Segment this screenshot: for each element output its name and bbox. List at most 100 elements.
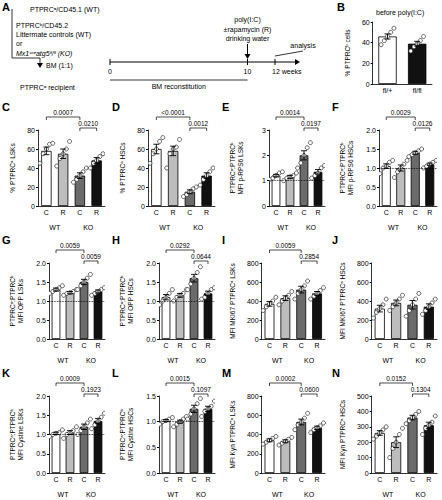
svg-text:% PTPRCᵃ LSKs: % PTPRCᵃ LSKs: [9, 143, 16, 193]
svg-text:MFI p-RPS6 HSCs: MFI p-RPS6 HSCs: [347, 140, 355, 195]
svg-text:C: C: [191, 342, 196, 349]
svg-text:PTPRCᵃ/CD45.1 (WT): PTPRCᵃ/CD45.1 (WT): [30, 6, 100, 14]
svg-text:C: C: [77, 209, 82, 216]
svg-text:20: 20: [27, 184, 35, 191]
svg-text:0: 0: [141, 203, 145, 210]
svg-text:200: 200: [357, 317, 369, 324]
svg-text:WT: WT: [382, 491, 394, 498]
svg-text:0: 0: [366, 81, 370, 88]
svg-text:0: 0: [255, 336, 259, 343]
svg-text:C: C: [377, 342, 382, 349]
svg-text:WT: WT: [168, 491, 180, 498]
svg-text:40: 40: [27, 165, 35, 172]
svg-text:0.0: 0.0: [146, 470, 156, 477]
svg-text:C: C: [410, 476, 415, 483]
svg-text:PTPRCᵃ:PTPRCᵇ: PTPRCᵃ:PTPRCᵇ: [9, 275, 16, 326]
svg-text:N: N: [332, 367, 340, 379]
svg-text:80: 80: [137, 127, 145, 134]
svg-text:R: R: [287, 209, 292, 216]
svg-text:C: C: [384, 209, 389, 216]
svg-text:C: C: [377, 476, 382, 483]
svg-text:KO: KO: [306, 224, 317, 231]
svg-text:0.0012: 0.0012: [188, 120, 208, 127]
svg-text:K: K: [2, 367, 10, 379]
svg-text:±rapamycin (R): ±rapamycin (R): [224, 26, 272, 34]
svg-text:1.0: 1.0: [146, 298, 156, 305]
svg-text:R: R: [315, 476, 320, 483]
svg-text:PTPRCᵃ:PTPRCᵇ: PTPRCᵃ:PTPRCᵇ: [229, 142, 236, 193]
svg-text:40: 40: [362, 39, 370, 46]
svg-text:MFI Cystine HSCs: MFI Cystine HSCs: [127, 407, 135, 461]
svg-text:12 weeks: 12 weeks: [272, 68, 302, 75]
svg-text:0.0002: 0.0002: [275, 375, 295, 382]
svg-text:800: 800: [247, 260, 259, 267]
svg-text:0.5: 0.5: [366, 184, 376, 191]
svg-text:800: 800: [357, 260, 369, 267]
svg-text:C: C: [163, 476, 168, 483]
svg-text:0.0210: 0.0210: [78, 120, 98, 127]
svg-text:MFI p-RPS6 LSKs: MFI p-RPS6 LSKs: [237, 141, 245, 195]
svg-text:600: 600: [247, 412, 259, 419]
svg-text:0.1304: 0.1304: [411, 386, 431, 393]
svg-text:PTPRCᵃ:PTPRCᵇ: PTPRCᵃ:PTPRCᵇ: [339, 142, 346, 193]
svg-text:0.0059: 0.0059: [81, 253, 101, 260]
svg-text:C: C: [163, 342, 168, 349]
svg-text:C: C: [267, 342, 272, 349]
svg-text:0.0: 0.0: [36, 470, 46, 477]
svg-text:C: C: [299, 342, 304, 349]
svg-text:1.5: 1.5: [146, 279, 156, 286]
svg-text:C: C: [410, 342, 415, 349]
svg-text:0.5: 0.5: [36, 317, 46, 324]
svg-text:Mx1ᶜʳᵉatg5ᶠˡ/ᶠˡ (KO): Mx1ᶜʳᵉatg5ᶠˡ/ᶠˡ (KO): [16, 50, 72, 58]
svg-text:1.5: 1.5: [146, 393, 156, 400]
svg-text:0.0009: 0.0009: [60, 375, 80, 382]
svg-text:R: R: [204, 209, 209, 216]
svg-text:G: G: [2, 234, 11, 246]
svg-text:0.2854: 0.2854: [299, 253, 319, 260]
svg-text:20: 20: [137, 184, 145, 191]
svg-text:KO: KO: [417, 224, 428, 231]
svg-text:Littermate controls (WT): Littermate controls (WT): [16, 31, 91, 39]
svg-text:0.1097: 0.1097: [191, 386, 211, 393]
svg-text:2.0: 2.0: [366, 127, 376, 134]
svg-text:0.0197: 0.0197: [301, 120, 321, 127]
svg-text:60: 60: [137, 146, 145, 153]
svg-text:2: 2: [262, 152, 266, 159]
svg-text:60: 60: [27, 146, 35, 153]
svg-text:analysis: analysis: [290, 42, 316, 50]
svg-text:100: 100: [357, 454, 369, 461]
svg-text:0: 0: [365, 336, 369, 343]
svg-text:fl/fl: fl/fl: [413, 87, 422, 94]
svg-text:200: 200: [357, 439, 369, 446]
svg-text:E: E: [222, 101, 229, 113]
svg-text:300: 300: [357, 423, 369, 430]
svg-text:0.0126: 0.0126: [413, 120, 433, 127]
svg-text:1: 1: [262, 177, 266, 184]
svg-text:R: R: [61, 209, 66, 216]
svg-text:R: R: [427, 209, 432, 216]
svg-text:KO: KO: [86, 357, 97, 364]
svg-text:60: 60: [362, 19, 370, 26]
svg-text:KO: KO: [304, 357, 315, 364]
svg-text:2.0: 2.0: [146, 260, 156, 267]
svg-text:0: 0: [108, 68, 112, 75]
svg-text:fl/+: fl/+: [383, 87, 393, 94]
svg-text:2.0: 2.0: [36, 393, 46, 400]
svg-text:WT: WT: [388, 224, 400, 231]
svg-text:MFI Cystine LSKs: MFI Cystine LSKs: [17, 408, 25, 461]
svg-text:R: R: [67, 342, 72, 349]
svg-text:KO: KO: [86, 491, 97, 498]
svg-text:D: D: [112, 101, 120, 113]
svg-text:0.0600: 0.0600: [299, 386, 319, 393]
svg-text:KO: KO: [416, 491, 427, 498]
svg-text:1.0: 1.0: [366, 165, 376, 172]
svg-text:WT: WT: [272, 491, 284, 498]
svg-text:1.0: 1.0: [36, 431, 46, 438]
svg-text:M: M: [222, 367, 231, 379]
svg-text:R: R: [283, 476, 288, 483]
svg-text:3: 3: [262, 127, 266, 134]
svg-text:0.5: 0.5: [146, 444, 156, 451]
svg-text:500: 500: [357, 393, 369, 400]
svg-text:R: R: [205, 342, 210, 349]
svg-text:WT: WT: [49, 224, 61, 231]
